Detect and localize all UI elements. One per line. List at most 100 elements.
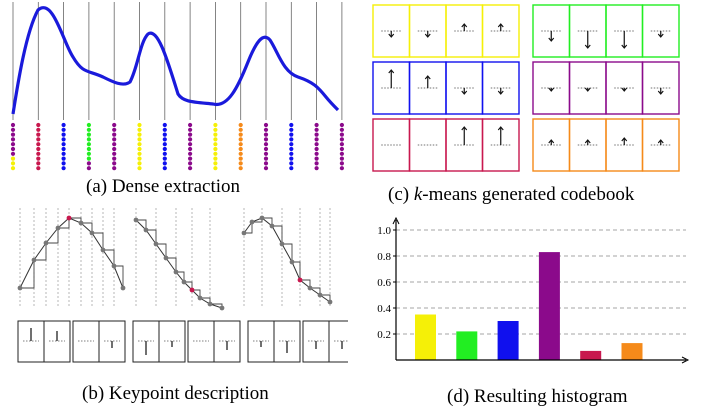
extraction-dot	[112, 146, 117, 152]
extraction-dot	[162, 132, 167, 137]
extraction-dot	[10, 166, 16, 171]
extraction-dot	[86, 151, 91, 156]
extraction-dot	[61, 151, 66, 156]
extraction-dot	[289, 132, 294, 137]
codeword-arrowhead	[657, 139, 664, 144]
extraction-dot	[137, 166, 142, 171]
extraction-dot	[188, 156, 193, 161]
extraction-dot	[289, 137, 294, 142]
sample-point	[249, 219, 255, 225]
extraction-dot	[61, 142, 66, 147]
codebook-figure	[372, 4, 680, 172]
extraction-dot	[263, 122, 269, 128]
extraction-dot	[137, 137, 142, 142]
sample-point	[43, 240, 49, 246]
extraction-dot	[162, 146, 167, 152]
sample-point	[143, 227, 149, 233]
extraction-dot	[238, 122, 243, 128]
codeword-cell	[641, 118, 680, 172]
sample-point	[207, 301, 213, 307]
codeword-arrowhead	[461, 23, 468, 28]
extraction-dot	[162, 137, 167, 142]
extraction-dot	[314, 127, 319, 132]
sample-point	[197, 295, 203, 301]
extraction-dot	[289, 166, 294, 171]
gradient-staircase	[244, 217, 331, 302]
codeword-arrowhead	[424, 33, 431, 38]
extraction-dot	[238, 156, 243, 161]
extraction-dot	[188, 127, 193, 132]
extraction-dot	[289, 151, 294, 156]
extraction-dot	[61, 166, 66, 171]
caption-d: (d) Resulting histogram	[447, 386, 628, 407]
extraction-dot	[263, 137, 269, 142]
y-tick-label: 0.8	[377, 251, 391, 263]
extraction-dot	[61, 156, 66, 161]
extraction-dot	[263, 166, 269, 171]
extraction-dot	[137, 156, 142, 161]
histogram-bar	[538, 252, 560, 360]
extraction-dot	[162, 122, 167, 128]
extraction-dot	[162, 161, 167, 166]
codeword-arrowhead	[548, 139, 555, 144]
extraction-dot	[112, 127, 117, 132]
extraction-dot	[137, 132, 142, 137]
extraction-dot	[10, 137, 16, 142]
gradient-staircase	[136, 219, 223, 308]
extraction-dot	[213, 142, 218, 147]
y-tick-label: 0.2	[377, 329, 391, 341]
extraction-dot	[162, 166, 167, 171]
extraction-dot	[188, 146, 193, 152]
sample-point	[31, 257, 37, 263]
extraction-dot	[289, 122, 294, 128]
extraction-dot	[36, 161, 41, 166]
extraction-dot	[314, 161, 319, 166]
extraction-dot	[263, 151, 269, 156]
extraction-dot	[112, 151, 117, 156]
codeword-arrowhead	[584, 44, 591, 49]
codeword-arrowhead	[388, 33, 395, 38]
extraction-dot	[213, 127, 218, 132]
sample-point	[55, 225, 61, 231]
extraction-dot	[36, 122, 41, 128]
y-tick-label: 0.6	[377, 277, 391, 289]
extraction-dot	[162, 142, 167, 147]
codeword-arrowhead	[621, 44, 628, 49]
extraction-dot	[238, 161, 243, 166]
sample-point	[279, 241, 285, 247]
extraction-dot	[36, 166, 41, 171]
extraction-dot	[213, 122, 218, 128]
codeword-arrowhead	[424, 75, 431, 80]
extraction-dot	[314, 156, 319, 161]
codeword-arrowhead	[497, 126, 504, 131]
extraction-dot	[188, 137, 193, 142]
extraction-dot	[339, 137, 344, 142]
sample-point	[189, 287, 195, 293]
histogram-chart: 0.2 0.4 0.6 0.8 1.0	[377, 216, 690, 364]
extraction-dot	[339, 161, 344, 166]
extraction-dot	[61, 146, 66, 152]
extraction-dot	[263, 146, 269, 152]
extraction-dot	[86, 146, 91, 152]
codeword-arrowhead	[388, 69, 395, 74]
sample-point	[317, 292, 323, 298]
sample-point	[327, 299, 333, 305]
codeword-cell	[481, 61, 520, 115]
codeword-arrowhead	[548, 87, 555, 92]
extraction-dot	[213, 161, 218, 166]
extraction-dot	[137, 151, 142, 156]
codeword-arrowhead	[621, 87, 628, 92]
extraction-dot	[238, 132, 243, 137]
extraction-dot	[213, 146, 218, 152]
extraction-dot	[112, 156, 117, 161]
extraction-dot	[36, 142, 41, 147]
extraction-dot	[112, 161, 117, 166]
extraction-dot	[112, 137, 117, 142]
sample-point	[100, 247, 106, 253]
sample-point	[111, 263, 117, 269]
histogram-bar	[497, 321, 519, 360]
extraction-dot	[289, 156, 294, 161]
extraction-dot	[339, 127, 344, 132]
sample-point	[17, 285, 23, 291]
extraction-dot	[188, 166, 193, 171]
